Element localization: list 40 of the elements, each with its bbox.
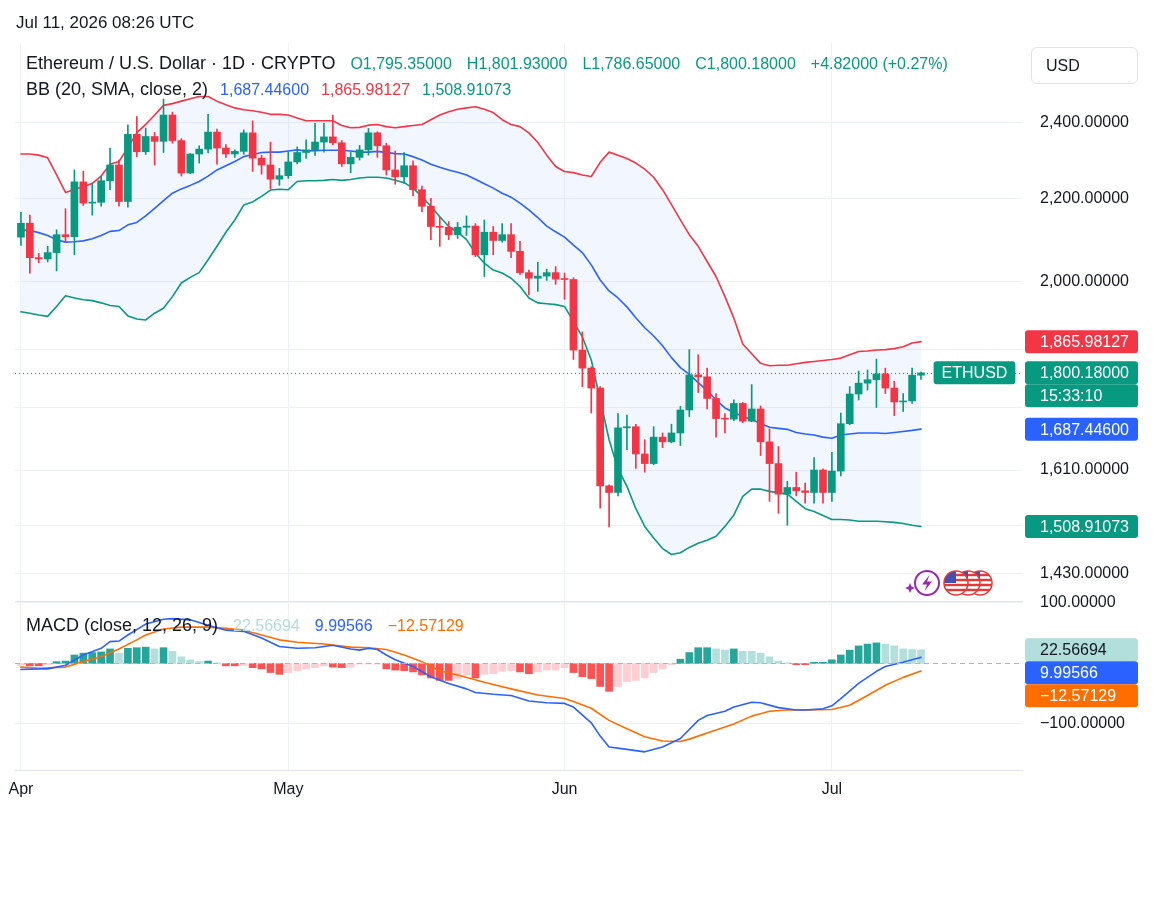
- text: 9.99566: [1040, 664, 1098, 682]
- text: 1,687.44600: [1040, 420, 1129, 438]
- y-tick-label: 1,430.00000: [1040, 563, 1130, 581]
- bar: [115, 652, 123, 664]
- y-tick-label: 2,000.00000: [1040, 271, 1130, 289]
- y-tick-label: 2,400.00000: [1040, 113, 1130, 131]
- annotation: +4.82000 (+0.27%): [810, 54, 948, 74]
- x-tick-label: Apr: [8, 780, 35, 798]
- text: 1,865.98127: [1040, 333, 1129, 351]
- text: 1,508.91073: [1040, 517, 1129, 535]
- bar: [730, 648, 738, 664]
- annotation: L1,786.65000: [582, 54, 681, 74]
- bar: [863, 643, 872, 664]
- y-tick-label: −100.00000: [1040, 714, 1126, 732]
- bar: [765, 656, 774, 664]
- y-axis-title: USD: [1046, 57, 1080, 74]
- annotation: 9.99566: [314, 616, 373, 636]
- text: Jul 11, 2026 08:26 UTC: [16, 13, 195, 32]
- annotation: 15:33:10: [1040, 387, 1103, 405]
- x-tick-label: Jul: [821, 780, 843, 798]
- ref-line-label: 1,800.18000: [1040, 364, 1130, 382]
- x-tick-label: Jun: [551, 780, 578, 798]
- text: BB (20, SMA, close, 2): [26, 78, 209, 100]
- annotation: 1,508.91073: [422, 80, 512, 100]
- annotation: −12.57129: [387, 616, 464, 636]
- text: 22.56694: [1040, 641, 1107, 659]
- x-tick-label: May: [273, 780, 304, 798]
- y-tick-label: 1,610.00000: [1040, 460, 1130, 478]
- y-tick-label: 100.00000: [1040, 593, 1116, 611]
- annotation: ETHUSD: [941, 364, 1008, 382]
- annotation: C1,800.18000: [695, 54, 796, 74]
- annotation: O1,795.35000: [350, 54, 452, 74]
- annotation: 1,687.44600: [220, 80, 310, 100]
- annotation: H1,801.93000: [466, 54, 568, 74]
- text: −12.57129: [1040, 687, 1117, 705]
- annotation: 1,865.98127: [321, 80, 411, 100]
- y-tick-label: 2,200.00000: [1040, 188, 1130, 206]
- text: Ethereum / U.S. Dollar · 1D · CRYPTO: [26, 52, 336, 74]
- annotation: 22.56694: [233, 616, 300, 636]
- bar: [159, 647, 168, 664]
